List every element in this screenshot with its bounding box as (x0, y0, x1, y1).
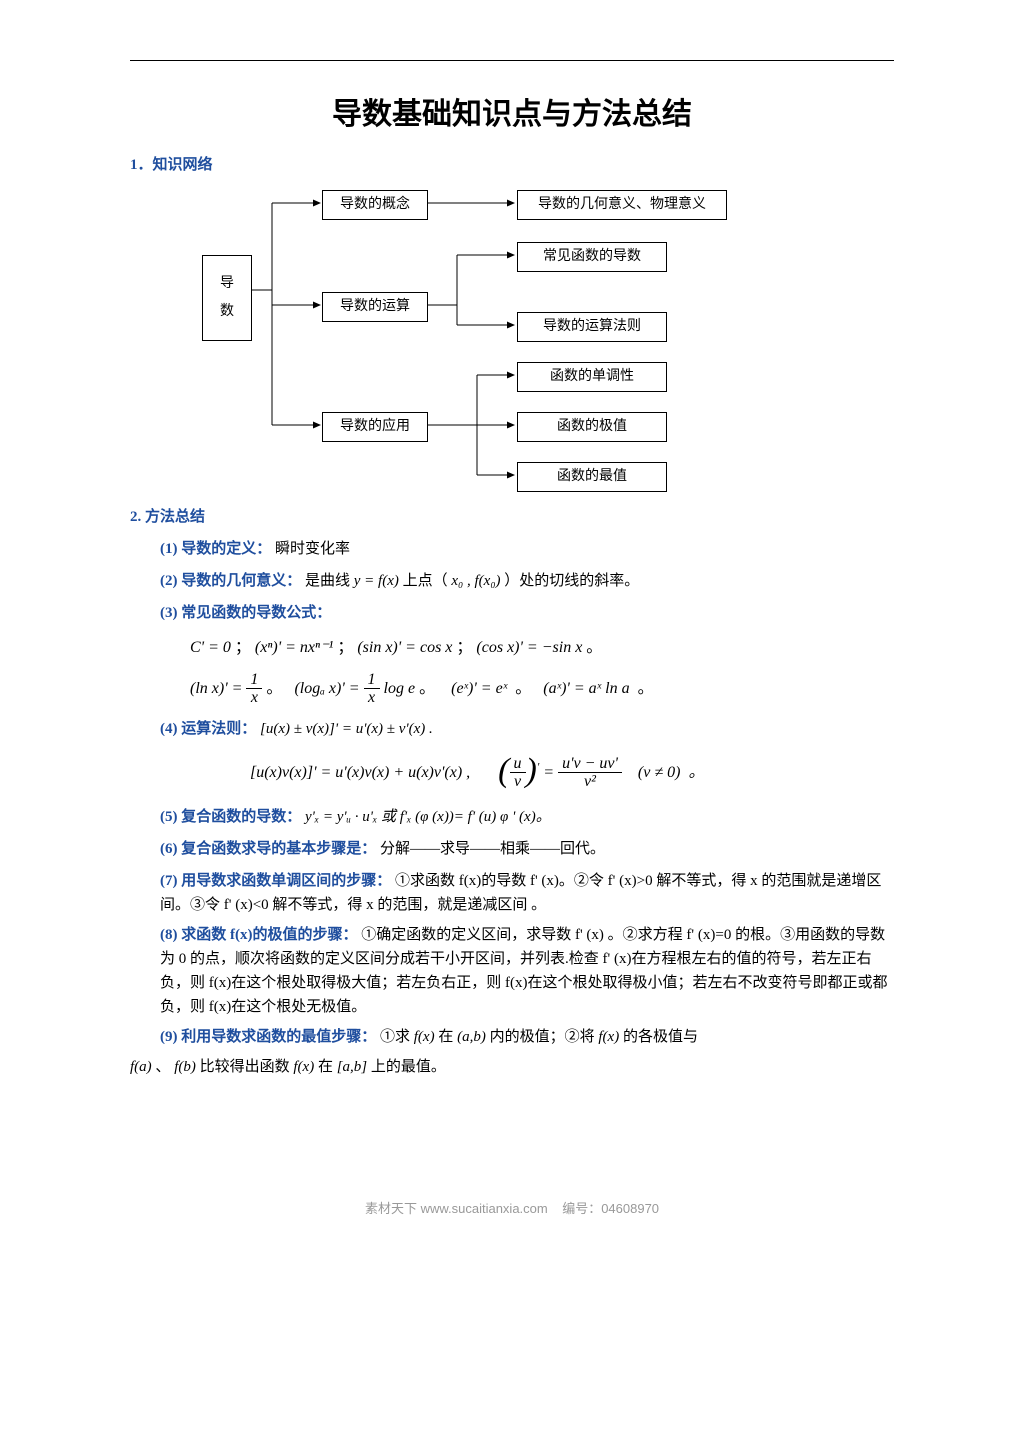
f2c: (eˣ)' = eˣ (451, 679, 507, 696)
item-4-cond: (v ≠ 0) (638, 764, 681, 781)
item-4-prod-quot: [u(x)v(x)]' = u'(x)v(x) + u(x)v'(x) , (u… (250, 755, 894, 791)
diagram-c2: 常见函数的导数 (517, 242, 667, 272)
f1b: (xⁿ)' = nxⁿ⁻¹ (255, 639, 333, 656)
item-7-label: (7) 用导数求函数单调区间的步骤： (160, 873, 391, 889)
item-7: (7) 用导数求函数单调区间的步骤： ①求函数 f(x)的导数 f' (x)。②… (160, 869, 894, 917)
page-title: 导数基础知识点与方法总结 (130, 91, 894, 139)
item-1: (1) 导数的定义： 瞬时变化率 (160, 537, 894, 561)
item-9-label: (9) 利用导数求函数的最值步骤： (160, 1029, 376, 1045)
i9l2e: 上的最值。 (371, 1059, 446, 1075)
quot-num: u'v − uv' (558, 755, 622, 774)
item-2: (2) 导数的几何意义： 是曲线 y = f(x) 上点（ x₀ , f(x₀)… (160, 569, 894, 593)
item-2-text-a: 是曲线 (305, 573, 354, 589)
formula-line-2: (ln x)' = 1x 。 (logₐ x)' = 1x log e 。 (e… (190, 671, 894, 707)
item-4-eq: [u(x) ± v(x)]' = u'(x) ± v'(x) . (260, 721, 433, 737)
i9ab2: [a,b] (337, 1059, 367, 1075)
i9fb: f(b) (174, 1059, 196, 1075)
item-6: (6) 复合函数求导的基本步骤是： 分解——求导——相乘——回代。 (160, 837, 894, 861)
item-3: (3) 常见函数的导数公式： (160, 601, 894, 625)
item-5-eq: y'ₓ = y'ᵤ · u'ₓ 或 f'ₓ (φ (x))= f' (u) φ … (305, 809, 551, 825)
item-6-text: 分解——求导——相乘——回代。 (380, 841, 605, 857)
f2d: (aˣ)' = aˣ ln a (543, 679, 629, 696)
f1d: (cos x)' = −sin x (476, 639, 582, 656)
item-4: (4) 运算法则： [u(x) ± v(x)]' = u'(x) ± v'(x)… (160, 717, 894, 741)
diagram-c4: 函数的单调性 (517, 362, 667, 392)
section-2-head: 2. 方法总结 (130, 505, 894, 529)
diagram-c1: 导数的几何意义、物理意义 (517, 190, 727, 220)
diagram-c3: 导数的运算法则 (517, 312, 667, 342)
diagram-connectors (192, 185, 832, 495)
top-rule (130, 60, 894, 61)
i9fx2: f(x) (598, 1029, 619, 1045)
footer-code: 编号：04608970 (562, 1201, 659, 1216)
item-2-text-c: ）处的切线的斜率。 (504, 573, 639, 589)
item-2-text-b: 上点（ (403, 573, 448, 589)
i9fx1: f(x) (414, 1029, 435, 1045)
f1a: C' = 0 (190, 639, 231, 656)
f2b: (logₐ x)' = (294, 679, 363, 696)
diagram-root: 导数 (202, 255, 252, 341)
diagram-c6: 函数的最值 (517, 462, 667, 492)
i9a: ①求 (380, 1029, 414, 1045)
item-5: (5) 复合函数的导数： y'ₓ = y'ᵤ · u'ₓ 或 f'ₓ (φ (x… (160, 805, 894, 829)
page-footer: 素材天下 www.sucaitianxia.com 编号：04608970 (130, 1199, 894, 1220)
item-9: (9) 利用导数求函数的最值步骤： ①求 f(x) 在 (a,b) 内的极值；②… (160, 1025, 894, 1049)
i9fa: f(a) (130, 1059, 152, 1075)
item-5-label: (5) 复合函数的导数： (160, 809, 301, 825)
diagram-b2: 导数的运算 (322, 292, 428, 322)
f2b2: log e (384, 679, 416, 696)
footer-site: 素材天下 www.sucaitianxia.com (365, 1201, 548, 1216)
knowledge-diagram: 导数 导数的概念 导数的运算 导数的应用 导数的几何意义、物理意义 常见函数的导… (192, 185, 832, 495)
item-2-pt: x₀ , f(x₀) (451, 573, 500, 589)
formula-line-1: C' = 0 ； (xⁿ)' = nxⁿ⁻¹ ； (sin x)' = cos … (190, 635, 894, 661)
item-2-eq: y = f(x) (354, 573, 399, 589)
item-6-label: (6) 复合函数求导的基本步骤是： (160, 841, 376, 857)
quot-den: v² (558, 773, 622, 791)
item-4-prod: [u(x)v(x)]' = u'(x)v(x) + u(x)v'(x) , (250, 764, 470, 781)
i9l2d: 在 (318, 1059, 333, 1075)
i9ab1: (a,b) (457, 1029, 486, 1045)
diagram-b3: 导数的应用 (322, 412, 428, 442)
f2a: (ln x)' = (190, 679, 246, 696)
section-1-head: 1．知识网络 (130, 153, 894, 177)
diagram-c5: 函数的极值 (517, 412, 667, 442)
i9l2c: 比较得出函数 (200, 1059, 294, 1075)
item-1-label: (1) 导数的定义： (160, 541, 271, 557)
i9d: 的各极值与 (623, 1029, 698, 1045)
i9c: 内的极值；②将 (490, 1029, 599, 1045)
f1c: (sin x)' = cos x (357, 639, 452, 656)
item-3-label: (3) 常见函数的导数公式： (160, 605, 331, 621)
item-2-label: (2) 导数的几何意义： (160, 573, 301, 589)
item-9-line2: f(a) 、 f(b) 比较得出函数 f(x) 在 [a,b] 上的最值。 (130, 1055, 894, 1079)
item-1-text: 瞬时变化率 (275, 541, 350, 557)
diagram-b1: 导数的概念 (322, 190, 428, 220)
i9fx3: f(x) (293, 1059, 314, 1075)
item-8: (8) 求函数 f(x)的极值的步骤： ①确定函数的定义区间，求导数 f' (x… (160, 923, 894, 1019)
item-4-label: (4) 运算法则： (160, 721, 256, 737)
i9b: 在 (438, 1029, 457, 1045)
item-8-label: (8) 求函数 f(x)的极值的步骤： (160, 927, 357, 943)
